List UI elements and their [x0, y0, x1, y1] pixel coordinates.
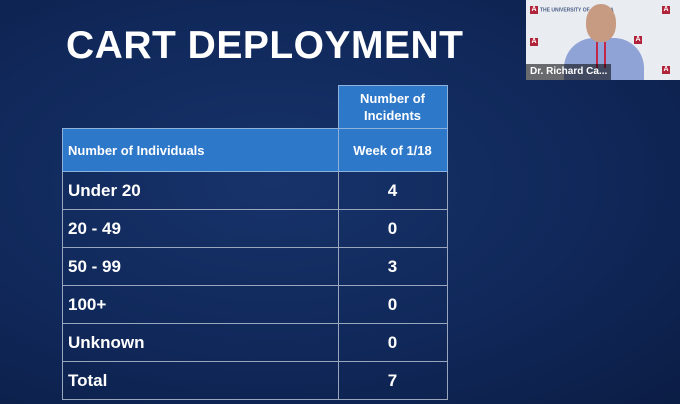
table-top-header-row: Number of Incidents: [63, 85, 448, 129]
slide-title: CART DEPLOYMENT: [66, 24, 464, 67]
row-label: 50 - 99: [62, 247, 339, 286]
row-value: 0: [337, 285, 448, 324]
row-value: 0: [337, 323, 448, 362]
individuals-column-header: Number of Individuals: [62, 128, 339, 172]
speaker-video-tile[interactable]: A THE UNIVERSITY OF ARIZONA A A A A Dr. R…: [526, 0, 680, 80]
row-value: 0: [337, 209, 448, 248]
lanyard: [596, 42, 606, 68]
table-row: 50 - 99 3: [62, 247, 448, 286]
row-label: 100+: [62, 285, 339, 324]
table-row: Under 20 4: [62, 171, 448, 210]
university-logo: A: [634, 36, 642, 44]
table-row: 100+ 0: [62, 285, 448, 324]
total-value: 7: [337, 361, 448, 400]
university-logo: A THE UNIVERSITY OF ARIZONA: [530, 6, 614, 14]
table-row: 20 - 49 0: [62, 209, 448, 248]
university-logo: A: [662, 66, 670, 74]
table-row: Unknown 0: [62, 323, 448, 362]
total-label: Total: [62, 361, 339, 400]
row-value: 3: [337, 247, 448, 286]
university-logo: A: [662, 6, 670, 14]
week-column-header: Week of 1/18: [337, 128, 448, 172]
table-top-spacer: [63, 86, 339, 129]
row-label: 20 - 49: [62, 209, 339, 248]
speaker-name-label: Dr. Richard Ca...: [526, 64, 612, 80]
row-label: Unknown: [62, 323, 339, 362]
speaker-avatar-head: [586, 4, 616, 42]
incidents-table: Number of Incidents Number of Individual…: [62, 85, 448, 400]
row-value: 4: [337, 171, 448, 210]
row-label: Under 20: [62, 171, 339, 210]
university-logo: A: [530, 38, 538, 46]
table-total-row: Total 7: [62, 361, 448, 400]
incidents-column-title: Number of Incidents: [337, 85, 448, 129]
table-header-row: Number of Individuals Week of 1/18: [62, 128, 448, 172]
